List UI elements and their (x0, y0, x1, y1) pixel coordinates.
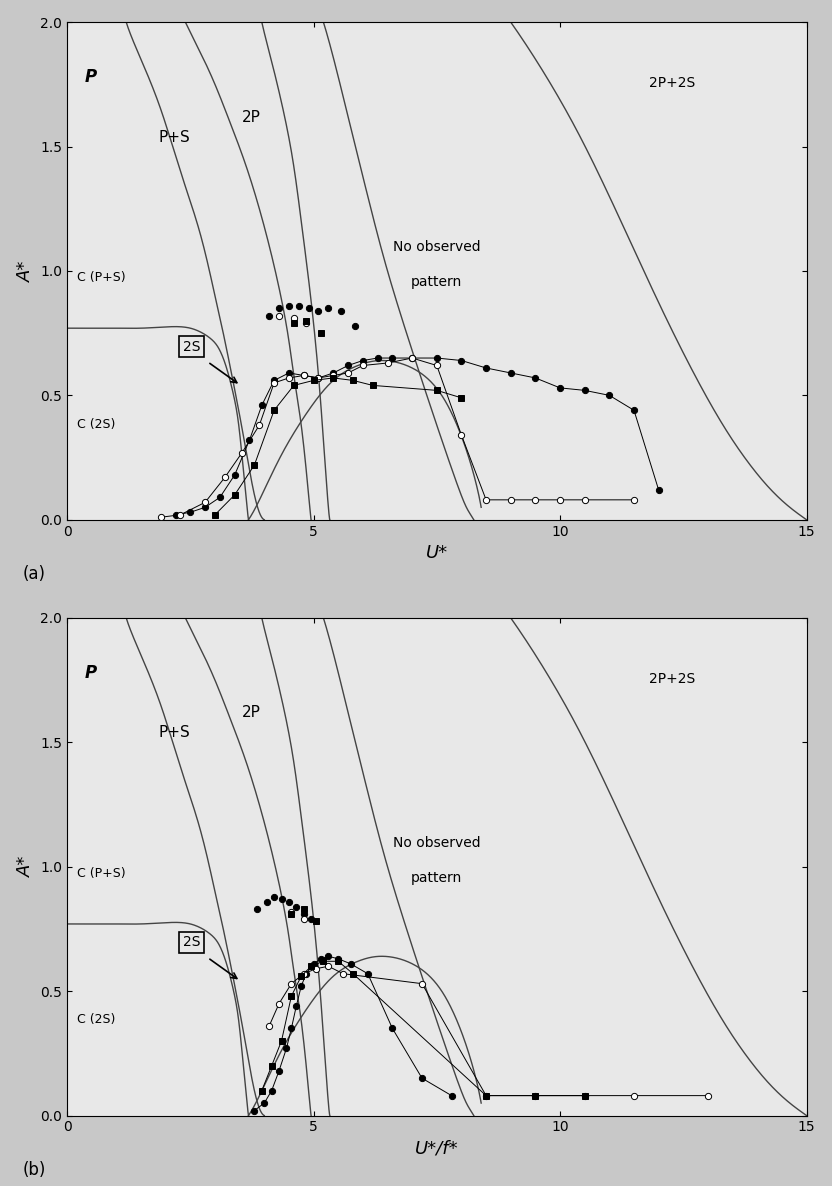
Text: P: P (84, 68, 97, 85)
Text: 2P+2S: 2P+2S (649, 671, 695, 686)
Text: pattern: pattern (411, 275, 463, 289)
Text: 2P+2S: 2P+2S (649, 76, 695, 90)
Text: (b): (b) (22, 1161, 46, 1179)
Text: 2P: 2P (242, 109, 261, 125)
Text: pattern: pattern (411, 871, 463, 885)
X-axis label: U*: U* (426, 544, 448, 562)
Text: C (2S): C (2S) (77, 417, 116, 431)
Text: No observed: No observed (393, 836, 481, 850)
Text: P+S: P+S (158, 726, 190, 740)
Text: C (P+S): C (P+S) (77, 867, 126, 880)
Y-axis label: A*: A* (17, 260, 35, 281)
Text: C (2S): C (2S) (77, 1014, 116, 1026)
Text: P: P (84, 664, 97, 682)
Text: 2P: 2P (242, 706, 261, 720)
Text: 2S: 2S (183, 936, 201, 949)
Text: 2S: 2S (183, 339, 201, 353)
X-axis label: U*/f*: U*/f* (415, 1140, 458, 1158)
Y-axis label: A*: A* (17, 856, 35, 878)
Text: P+S: P+S (158, 129, 190, 145)
Text: (a): (a) (22, 566, 46, 584)
Text: C (P+S): C (P+S) (77, 270, 126, 283)
Text: No observed: No observed (393, 240, 481, 254)
